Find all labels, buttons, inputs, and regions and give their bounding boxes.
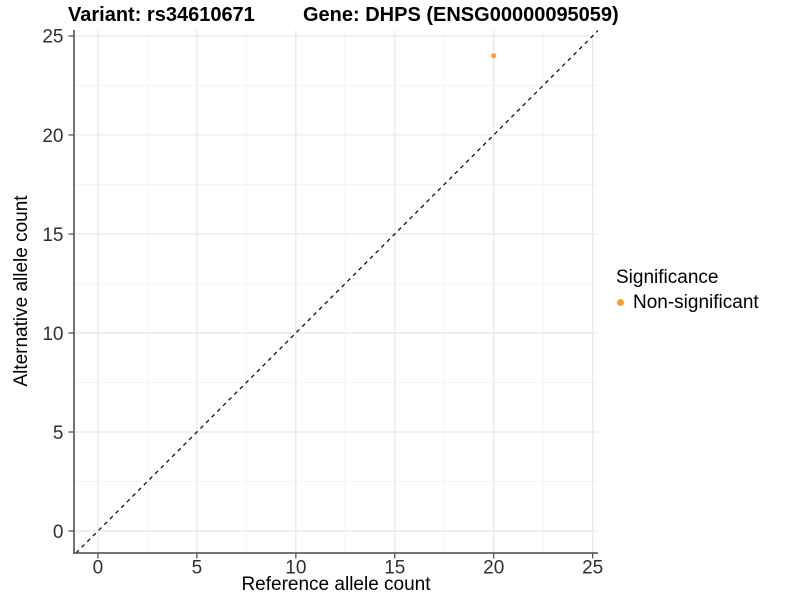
point-marker-icon	[617, 299, 624, 306]
x-axis-title: Reference allele count	[241, 574, 431, 595]
x-tick-label: 10	[285, 558, 306, 579]
legend-key	[613, 294, 628, 311]
legend-title: Significance	[616, 267, 719, 288]
identity-line	[75, 30, 599, 554]
data-point	[491, 53, 497, 59]
y-tick-label: 20	[42, 126, 63, 147]
plot-title-variant: Variant: rs34610671	[68, 4, 255, 26]
y-tick-label: 15	[42, 225, 63, 246]
y-tick-label: 25	[42, 27, 63, 48]
y-tick-label: 10	[42, 324, 63, 345]
x-tick-label: 0	[93, 558, 104, 579]
x-tick-label: 5	[192, 558, 203, 579]
plot-title-gene: Gene: DHPS (ENSG00000095059)	[303, 4, 619, 26]
y-tick-label: 5	[53, 423, 64, 444]
y-tick-label: 0	[53, 522, 64, 543]
legend: Significance Non-significant	[613, 266, 759, 314]
legend-item-non-significant: Non-significant	[613, 291, 759, 314]
legend-item-label: Non-significant	[633, 292, 759, 313]
y-axis-title: Alternative allele count	[11, 195, 32, 387]
x-tick-label: 20	[483, 558, 504, 579]
x-tick-label: 25	[582, 558, 603, 579]
x-tick-label: 15	[384, 558, 405, 579]
